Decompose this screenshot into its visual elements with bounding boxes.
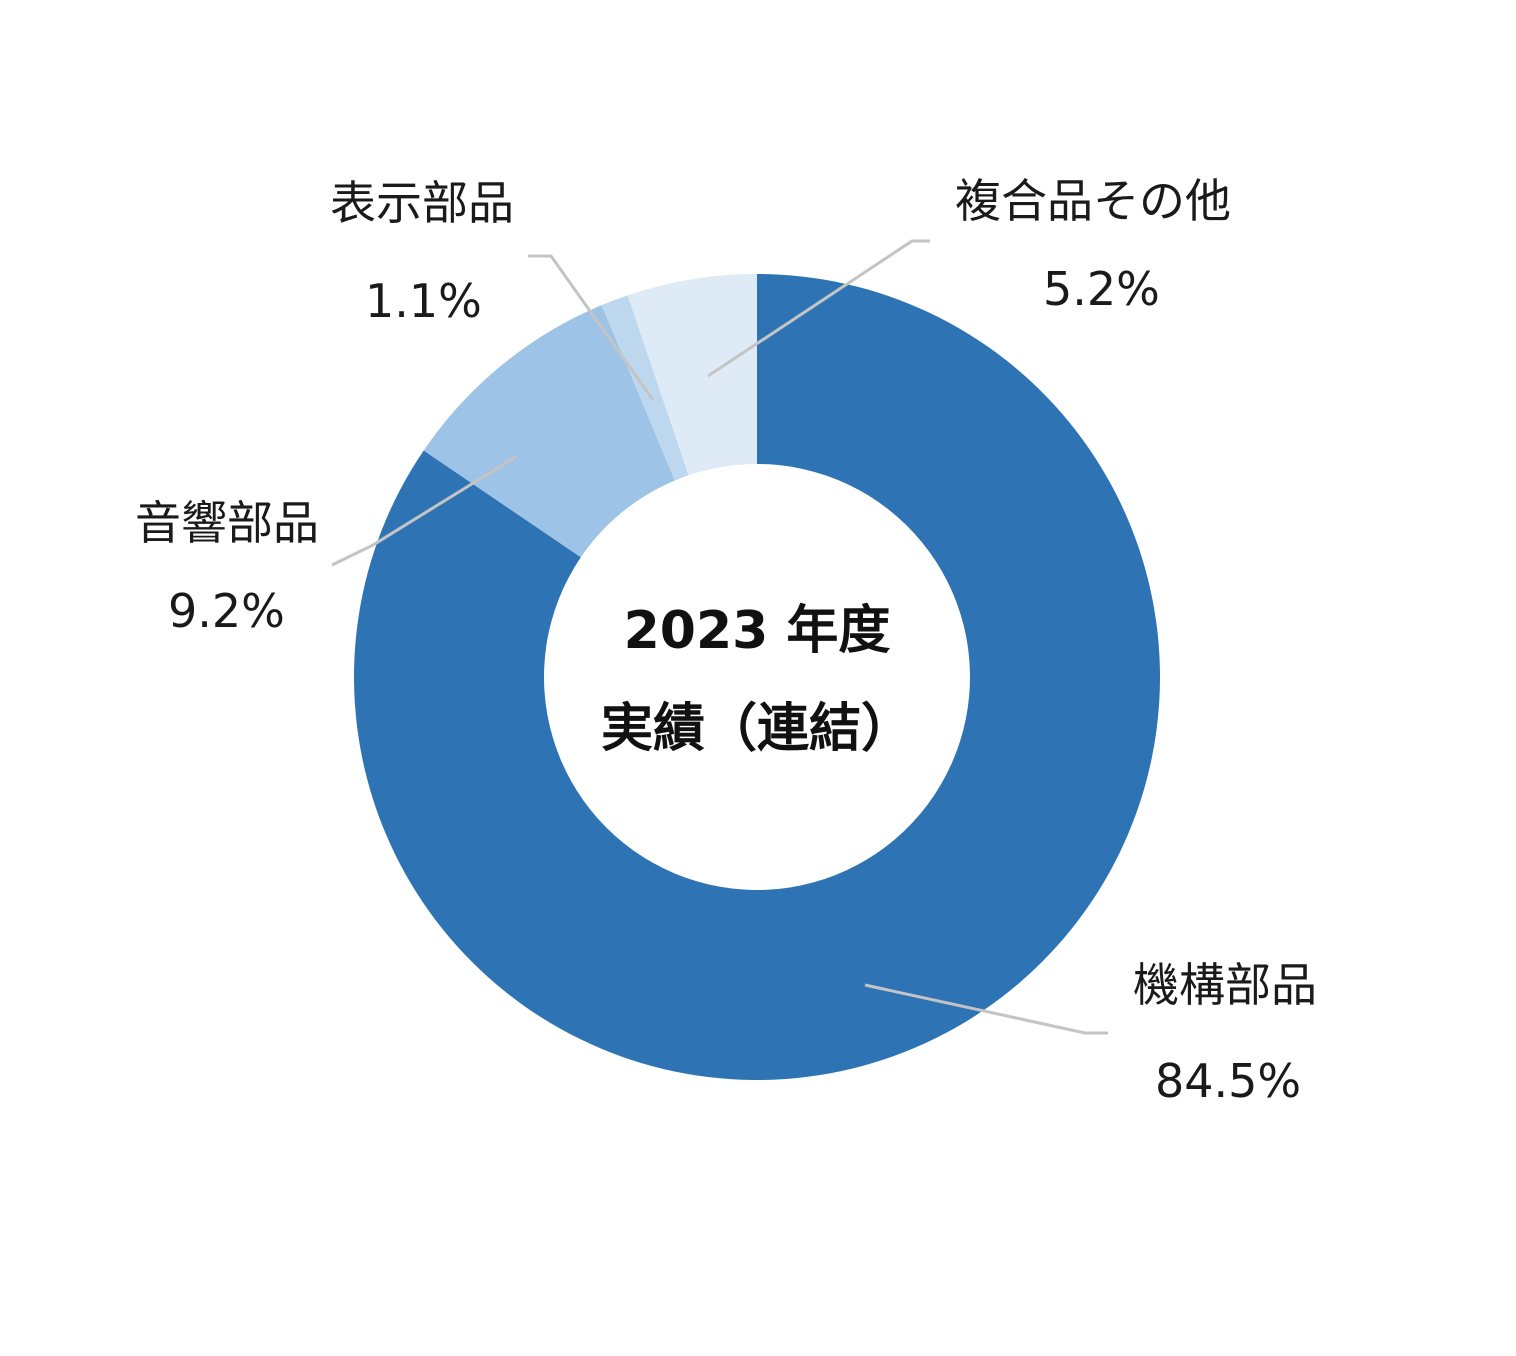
slice-label-mechanical: 機構部品 xyxy=(1133,958,1317,1012)
slice-composite-other xyxy=(627,274,757,476)
slice-value-acoustic: 9.2% xyxy=(168,584,285,638)
slice-label-acoustic: 音響部品 xyxy=(135,496,319,550)
slice-value-composite-other: 5.2% xyxy=(1043,262,1160,316)
slice-label-display: 表示部品 xyxy=(330,176,514,230)
center-title-line-1: 2023 年度 xyxy=(623,601,891,661)
leader-line-mechanical xyxy=(864,983,1108,1035)
center-title-line-2: 実績（連結） xyxy=(600,699,913,759)
slice-value-display: 1.1% xyxy=(365,274,482,328)
leader-line-composite-other xyxy=(707,239,930,378)
slice-mechanical xyxy=(353,274,1160,1080)
leader-line-acoustic xyxy=(331,454,518,567)
leader-line-display xyxy=(528,254,655,401)
slice-label-composite-other: 複合品その他 xyxy=(955,174,1231,228)
slice-value-mechanical: 84.5% xyxy=(1155,1054,1302,1108)
slice-acoustic xyxy=(423,305,675,558)
